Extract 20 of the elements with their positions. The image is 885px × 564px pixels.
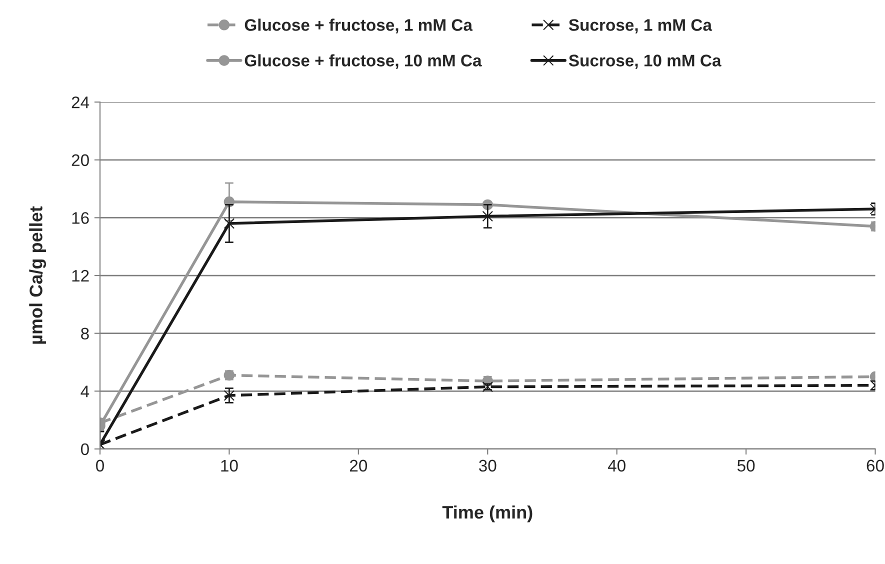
x-tick-label: 40 — [608, 460, 626, 472]
y-axis-title: µmol Ca/g pellet — [29, 206, 46, 344]
legend-label: Glucose + fructose, 1 mM Ca — [244, 18, 473, 34]
x-tick-label: 50 — [737, 460, 755, 472]
y-tick-label: 16 — [72, 212, 89, 224]
legend-label: Sucrose, 10 mM Ca — [568, 54, 722, 69]
y-tick-label: 4 — [80, 386, 90, 398]
x-tick-label: 30 — [479, 460, 496, 472]
x-tick-label: 10 — [221, 460, 238, 472]
x-tick-label: 20 — [350, 460, 368, 472]
x-tick-label: 60 — [866, 460, 884, 472]
y-tick-label: 8 — [81, 328, 89, 340]
y-tick-label: 24 — [72, 96, 90, 108]
y-tick-label: 0 — [80, 443, 89, 456]
x-tick-label: 0 — [96, 460, 104, 472]
legend-label: Sucrose, 1 mM Ca — [568, 19, 712, 34]
y-tick-label: 12 — [72, 270, 89, 282]
y-tick-label: 20 — [72, 154, 89, 166]
legend-label: Glucose + fructose, 10 mM Ca — [244, 54, 482, 69]
x-axis-title: Time (min) — [442, 505, 532, 522]
